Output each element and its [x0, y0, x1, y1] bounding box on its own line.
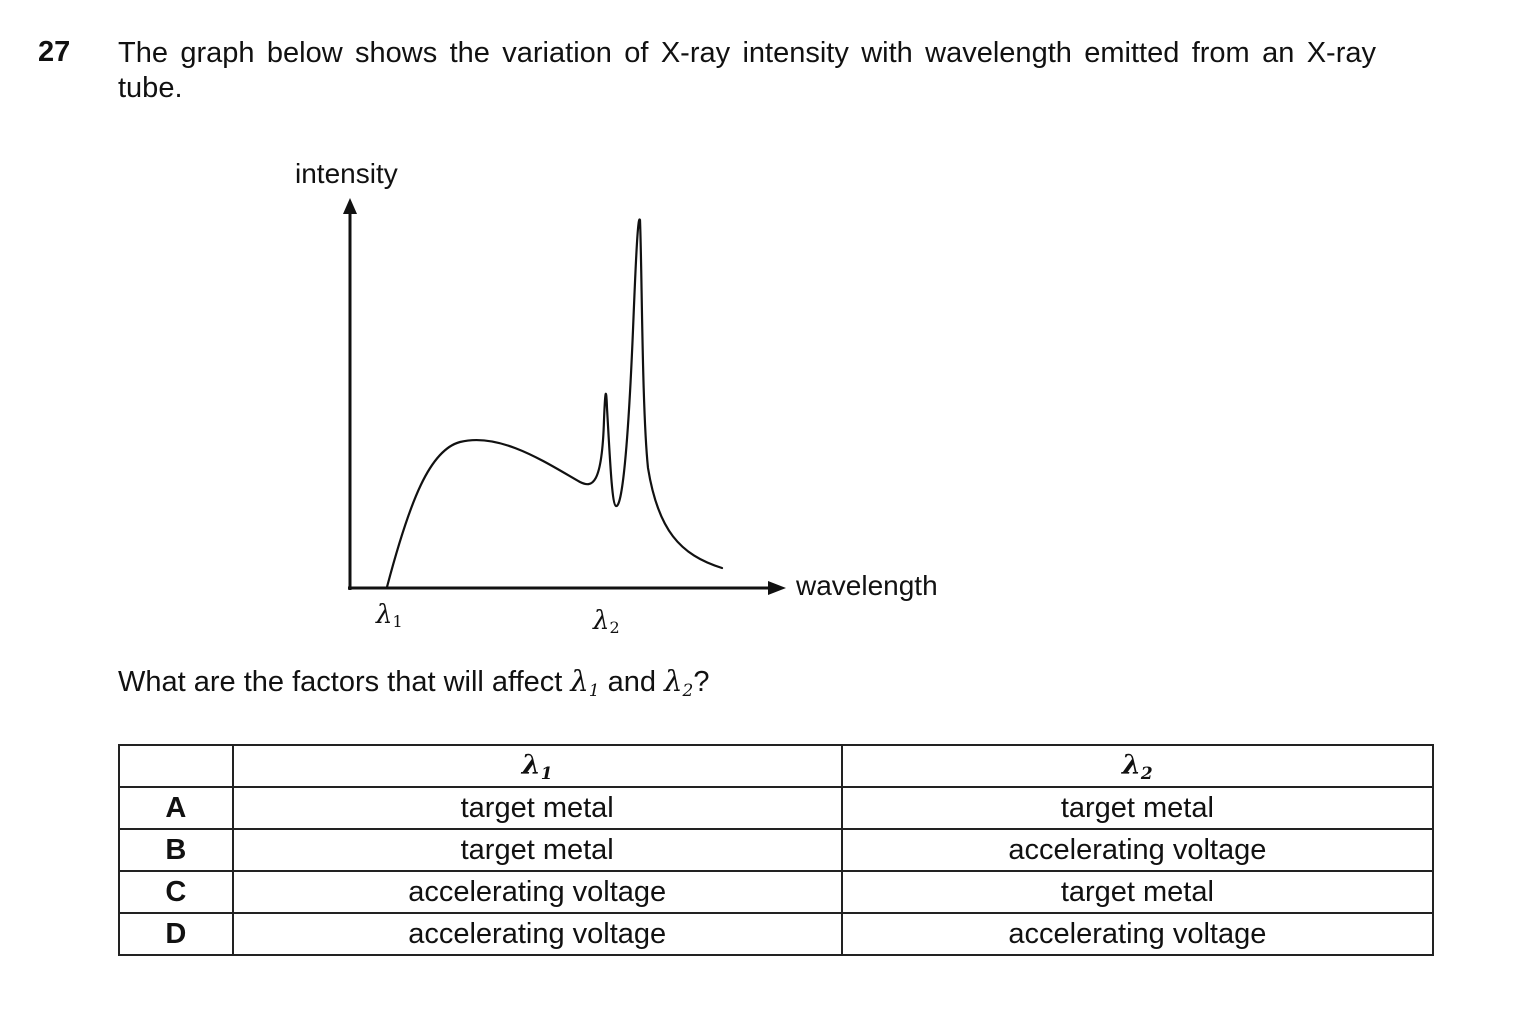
- xray-spectrum-graph: intensity wavelength λ1 λ2: [270, 150, 990, 640]
- lambda-1-marker: λ1: [376, 600, 403, 631]
- question-stem: The graph below shows the variation of X…: [118, 37, 1376, 104]
- x-axis-label: wavelength: [796, 570, 938, 601]
- option-lambda-1-factor: target metal: [231, 786, 843, 830]
- prompt-lambda-2-subscript: 2: [682, 681, 694, 701]
- header-lambda-2-subscript: 2: [1140, 763, 1153, 784]
- prompt-lambda-2: λ2: [664, 664, 694, 701]
- option-letter: D: [118, 912, 234, 956]
- option-row-b[interactable]: B target metal accelerating voltage: [118, 828, 1435, 872]
- option-row-d[interactable]: D accelerating voltage accelerating volt…: [118, 912, 1435, 956]
- graph-canvas: [343, 198, 786, 595]
- question-prompt: What are the factors that will affect λ1…: [118, 664, 709, 701]
- option-lambda-2-factor: target metal: [840, 870, 1435, 914]
- option-lambda-2-factor: target metal: [840, 786, 1435, 830]
- prompt-text-before: What are the factors that will affect: [118, 666, 571, 698]
- lambda-2-subscript: 2: [609, 618, 620, 637]
- question-number: 27: [38, 36, 71, 68]
- header-lambda-2-symbol: λ: [1121, 749, 1141, 781]
- header-lambda-1: λ1: [231, 744, 843, 788]
- prompt-text-after: ?: [693, 666, 710, 698]
- spectrum-curve: [385, 218, 724, 589]
- option-lambda-2-factor: accelerating voltage: [840, 828, 1435, 872]
- prompt-lambda-2-symbol: λ: [664, 664, 683, 698]
- option-letter: B: [118, 828, 234, 872]
- lambda-2-symbol: λ: [593, 606, 610, 636]
- option-letter: A: [118, 786, 234, 830]
- prompt-lambda-1-symbol: λ: [570, 664, 589, 698]
- table-header-row: λ1 λ2: [118, 744, 1435, 788]
- option-row-c[interactable]: C accelerating voltage target metal: [118, 870, 1435, 914]
- y-axis-label: intensity: [295, 158, 398, 189]
- prompt-text-mid: and: [599, 666, 665, 698]
- header-blank-cell: [118, 744, 234, 788]
- option-letter: C: [118, 870, 234, 914]
- option-lambda-1-factor: target metal: [231, 828, 843, 872]
- prompt-lambda-1: λ1: [570, 664, 600, 701]
- option-row-a[interactable]: A target metal target metal: [118, 786, 1435, 830]
- x-axis-arrowhead: [768, 581, 786, 595]
- header-lambda-2: λ2: [840, 744, 1435, 788]
- lambda-2-marker: λ2: [593, 606, 620, 637]
- answer-options-table: λ1 λ2 A target metal target metal B targ…: [118, 744, 1435, 956]
- option-lambda-1-factor: accelerating voltage: [231, 912, 843, 956]
- header-lambda-1-symbol: λ: [521, 749, 541, 781]
- option-lambda-2-factor: accelerating voltage: [840, 912, 1435, 956]
- option-lambda-1-factor: accelerating voltage: [231, 870, 843, 914]
- header-lambda-1-subscript: 1: [540, 763, 553, 784]
- lambda-1-subscript: 1: [392, 612, 403, 631]
- y-axis-arrowhead: [343, 198, 357, 214]
- prompt-lambda-1-subscript: 1: [588, 681, 600, 701]
- lambda-1-symbol: λ: [376, 600, 393, 630]
